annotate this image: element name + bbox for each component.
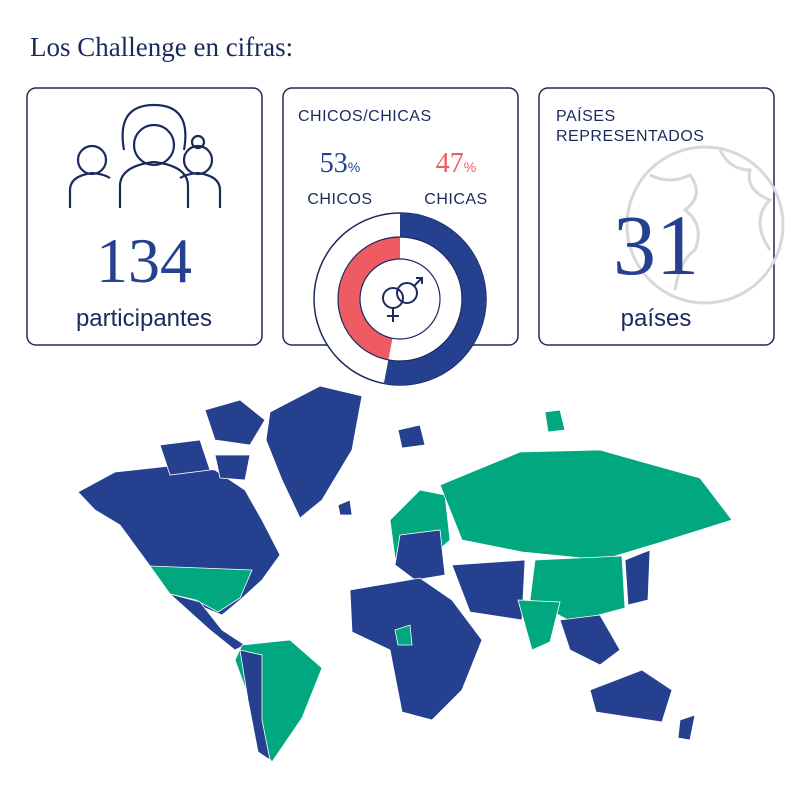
countries-title-line: PAÍSES [556,106,616,125]
girls-segment [338,237,400,360]
participants-card [26,87,263,346]
donut-inner-ring [337,236,463,362]
boys-label: CHICOS [307,191,372,208]
people-icon [68,103,222,208]
title: Los Challenge en cifras: [30,32,293,62]
girls-pct: 47% [436,148,476,179]
world-map [77,385,733,763]
gender-donut [313,212,487,386]
countries-number: 31 [613,197,699,293]
girls-label: CHICAS [424,191,487,208]
boys-segment [383,213,486,385]
countries-title-line: REPRESENTADOS [556,128,704,145]
countries-card [538,87,775,346]
boys-pct: 53% [320,148,360,179]
gender-symbol [382,277,423,322]
gender-title: CHICOS/CHICAS [298,108,432,125]
participants-number: 134 [96,225,192,296]
girls-value: 47 [436,148,464,179]
symbol-part [396,282,418,304]
boys-value: 53 [320,148,348,179]
globe-icon [625,145,785,305]
countries-title: PAÍSES REPRESENTADOS [556,106,704,145]
participants-label: participantes [76,305,212,332]
symbol-part [387,277,423,322]
girls-unit: % [464,159,476,175]
boys-unit: % [348,159,360,175]
countries-label: países [621,305,692,332]
